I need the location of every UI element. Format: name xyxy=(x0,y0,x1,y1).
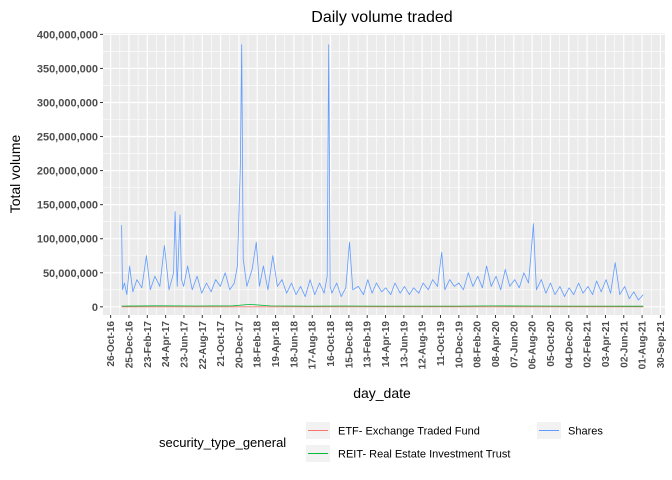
x-tick-label: 15-Dec-18 xyxy=(344,321,355,369)
legend-label: Shares xyxy=(568,426,603,438)
x-tick-label: 30-Sep-21 xyxy=(656,321,667,369)
x-tick-label: 23-Jun-17 xyxy=(179,321,190,368)
x-tick-label: 14-Apr-19 xyxy=(381,321,392,368)
x-tick-label: 12-Aug-19 xyxy=(418,321,429,370)
x-tick-label: 06-Aug-20 xyxy=(528,321,539,370)
x-tick-label: 13-Feb-19 xyxy=(363,321,374,368)
y-axis-title: Total volume xyxy=(7,134,23,213)
legend-title: security_type_general xyxy=(159,435,286,450)
legend: security_type_general ETF- Exchange Trad… xyxy=(159,422,603,462)
x-tick-label: 24-Apr-17 xyxy=(161,321,172,368)
x-tick-label: 25-Dec-16 xyxy=(124,321,135,369)
x-tick-label: 07-Jun-20 xyxy=(509,321,520,368)
x-tick-label: 01-Aug-21 xyxy=(638,321,649,370)
y-tick-label: 100,000,000 xyxy=(37,234,98,246)
x-tick-label: 19-Apr-18 xyxy=(271,321,282,368)
y-tick-label: 200,000,000 xyxy=(37,166,98,178)
x-tick-label: 18-Feb-18 xyxy=(253,321,264,368)
series-line-shares xyxy=(121,44,644,301)
grid-lines xyxy=(103,33,665,315)
y-tick-label: 0 xyxy=(92,302,98,314)
x-tick-label: 08-Feb-20 xyxy=(473,321,484,368)
x-tick-label: 26-Oct-16 xyxy=(106,321,117,367)
y-tick-label: 250,000,000 xyxy=(37,132,98,144)
x-tick-label: 11-Oct-19 xyxy=(436,321,447,366)
plot-panel xyxy=(103,33,665,315)
legend-label: ETF- Exchange Traded Fund xyxy=(338,426,480,438)
x-tick-label: 18-Jun-18 xyxy=(289,321,300,368)
x-tick-label: 02-Feb-21 xyxy=(583,321,594,368)
x-axis-title: day_date xyxy=(353,385,411,401)
x-tick-label: 13-Jun-19 xyxy=(399,321,410,368)
x-tick-label: 08-Apr-20 xyxy=(491,321,502,368)
x-tick-label: 02-Jun-21 xyxy=(619,321,630,368)
x-tick-label: 03-Apr-21 xyxy=(601,321,612,368)
series-lines xyxy=(121,44,644,308)
x-tick-label: 20-Dec-17 xyxy=(234,321,245,369)
y-tick-label: 400,000,000 xyxy=(37,29,98,41)
series-line-reit-real-estate-investment-trust xyxy=(121,303,644,307)
x-axis: 26-Oct-16 25-Dec-16 23-Feb-17 24-Apr-17 23-J… xyxy=(106,315,667,369)
y-tick-label: 350,000,000 xyxy=(37,63,98,75)
x-tick-label: 17-Aug-18 xyxy=(308,321,319,370)
x-tick-label: 05-Oct-20 xyxy=(546,321,557,367)
y-axis: 0 50,000,000 100,000,000 150,000,000 200,000… xyxy=(37,29,103,314)
x-tick-label: 04-Dec-20 xyxy=(564,321,575,369)
x-tick-label: 16-Oct-18 xyxy=(326,321,337,367)
x-tick-label: 10-Dec-19 xyxy=(454,321,465,369)
x-tick-label: 22-Aug-17 xyxy=(198,321,209,370)
x-tick-label: 23-Feb-17 xyxy=(143,321,154,368)
y-tick-label: 300,000,000 xyxy=(37,97,98,109)
y-tick-label: 150,000,000 xyxy=(37,200,98,212)
x-tick-label: 21-Oct-17 xyxy=(216,321,227,367)
y-tick-label: 50,000,000 xyxy=(43,268,98,280)
legend-label: REIT- Real Estate Investment Trust xyxy=(338,449,510,461)
chart-title: Daily volume traded xyxy=(311,9,452,26)
